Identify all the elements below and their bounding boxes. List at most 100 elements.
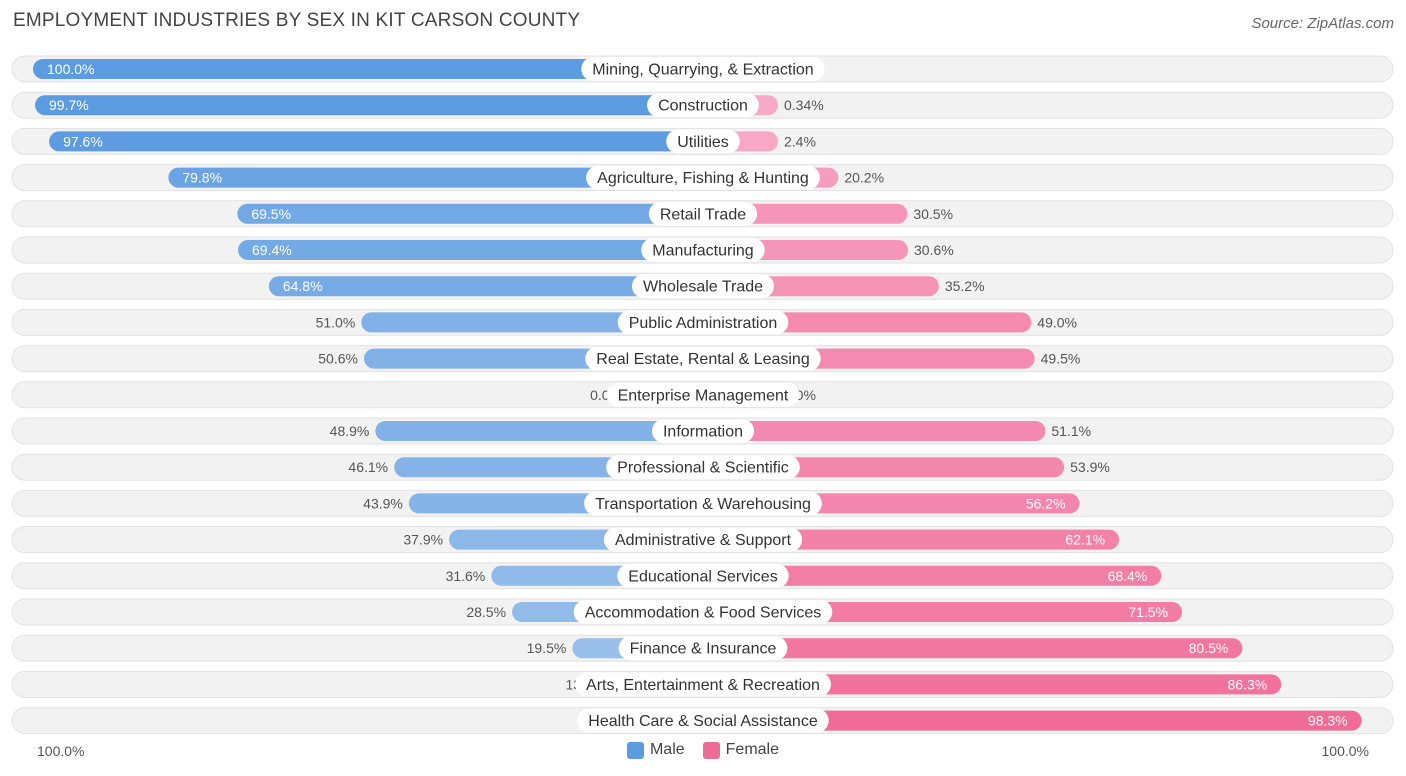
category-label-background bbox=[631, 274, 775, 299]
bar-row[interactable]: 69.5% 30.5% Retail Trade bbox=[11, 200, 1394, 228]
female-value-label: 2.4% bbox=[784, 133, 816, 149]
category-label: Enterprise Management bbox=[618, 387, 789, 404]
category-label: Transportation & Warehousing bbox=[595, 496, 811, 513]
category-label-background bbox=[585, 346, 821, 371]
female-bar bbox=[703, 710, 1362, 731]
female-value-label: 53.9% bbox=[1070, 459, 1110, 475]
category-label: Retail Trade bbox=[660, 206, 746, 223]
bar-row[interactable]: 31.6% 68.4% Educational Services bbox=[11, 562, 1394, 590]
male-bar bbox=[168, 167, 704, 188]
male-value-label: 69.4% bbox=[252, 242, 292, 258]
bar-row[interactable]: 50.6% 49.5% Real Estate, Rental & Leasing bbox=[11, 345, 1394, 373]
bar-row[interactable]: 28.5% 71.5% Accommodation & Food Services bbox=[11, 598, 1394, 626]
category-label-background bbox=[666, 129, 740, 154]
category-label-background bbox=[584, 491, 822, 516]
male-value-label: 48.9% bbox=[330, 423, 370, 439]
bar-row[interactable]: 13.7%86.3%Arts, Entertainment & Recreati… bbox=[11, 670, 1394, 698]
male-bar bbox=[35, 95, 703, 116]
category-label-background bbox=[586, 165, 820, 190]
legend-item-male[interactable]: Male bbox=[626, 741, 685, 759]
bar-row[interactable]: 51.0% 49.0% Public Administration bbox=[11, 308, 1394, 336]
category-label: Accommodation & Food Services bbox=[585, 605, 822, 622]
male-value-label: 100.0% bbox=[47, 61, 94, 77]
category-label-background bbox=[575, 672, 831, 697]
legend: Male Female bbox=[0, 741, 1406, 759]
category-label: Manufacturing bbox=[652, 243, 753, 260]
male-bar bbox=[361, 312, 703, 333]
female-bar bbox=[703, 674, 1282, 695]
category-label-background bbox=[581, 57, 825, 81]
bar-row[interactable]: 46.1% 53.9% Professional & Scientific bbox=[11, 453, 1394, 481]
category-label: Health Care & Social Assistance bbox=[588, 713, 818, 730]
female-value-label: 62.1% bbox=[1065, 532, 1105, 548]
category-label: Agriculture, Fishing & Hunting bbox=[597, 170, 809, 187]
category-label-background bbox=[573, 600, 833, 624]
male-value-label: 28.5% bbox=[466, 604, 506, 620]
female-value-label: 56.2% bbox=[1026, 495, 1066, 511]
female-bar bbox=[703, 529, 1120, 550]
axis-right-label: 100.0% bbox=[1321, 743, 1369, 759]
bar-row[interactable]: 79.8% 20.2% Agriculture, Fishing & Hunting bbox=[11, 164, 1394, 192]
category-label-background bbox=[647, 93, 759, 118]
legend-label-male: Male bbox=[649, 741, 685, 758]
legend-swatch-female bbox=[702, 741, 720, 759]
bar-row[interactable]: 64.8% 35.2% Wholesale Trade bbox=[11, 272, 1394, 300]
female-value-label: 51.1% bbox=[1051, 423, 1091, 439]
bar-row[interactable]: 100.0%0.0%Mining, Quarrying, & Extractio… bbox=[11, 55, 1394, 83]
bar-row[interactable]: 19.5% 80.5% Finance & Insurance bbox=[11, 634, 1394, 662]
category-label: Mining, Quarrying, & Extraction bbox=[592, 62, 813, 79]
category-label: Utilities bbox=[677, 134, 729, 151]
male-bar bbox=[33, 59, 703, 79]
legend-item-female[interactable]: Female bbox=[702, 741, 779, 759]
bar-row[interactable]: 1.7%98.3%Health Care & Social Assistance bbox=[11, 707, 1394, 735]
female-value-label: 20.2% bbox=[844, 170, 884, 186]
female-value-label: 35.2% bbox=[945, 278, 985, 294]
category-label: Administrative & Support bbox=[615, 532, 792, 549]
male-bar bbox=[49, 131, 703, 152]
female-value-label: 30.5% bbox=[913, 206, 953, 222]
female-value-label: 49.0% bbox=[1037, 314, 1077, 330]
axis-left-label: 100.0% bbox=[37, 743, 85, 759]
male-bar bbox=[238, 240, 703, 260]
category-label: Wholesale Trade bbox=[643, 279, 763, 296]
category-label-background bbox=[577, 708, 829, 733]
female-bar bbox=[703, 638, 1243, 659]
category-label: Educational Services bbox=[628, 568, 777, 585]
category-label: Construction bbox=[658, 98, 748, 115]
male-value-label: 99.7% bbox=[49, 97, 89, 113]
bar-row[interactable]: 43.9% 56.2% Transportation & Warehousing bbox=[11, 489, 1394, 517]
male-value-label: 79.8% bbox=[182, 170, 222, 186]
male-bar bbox=[375, 421, 703, 441]
male-value-label: 37.9% bbox=[403, 532, 443, 548]
bar-row[interactable]: 69.4% 30.6% Manufacturing bbox=[11, 236, 1394, 264]
male-value-label: 50.6% bbox=[318, 351, 358, 367]
male-value-label: 19.5% bbox=[527, 640, 567, 656]
male-value-label: 64.8% bbox=[283, 278, 323, 294]
category-label: Finance & Insurance bbox=[630, 641, 777, 658]
legend-swatch-male bbox=[626, 741, 644, 759]
category-label-background bbox=[603, 527, 803, 552]
male-value-label: 69.5% bbox=[251, 206, 291, 222]
category-label: Public Administration bbox=[629, 315, 778, 332]
chart-title: EMPLOYMENT INDUSTRIES BY SEX IN KIT CARS… bbox=[13, 10, 581, 31]
category-label-background bbox=[617, 563, 789, 588]
male-value-label: 46.1% bbox=[348, 459, 388, 475]
male-value-label: 43.9% bbox=[363, 495, 403, 511]
female-value-label: 68.4% bbox=[1108, 568, 1148, 584]
category-label-background bbox=[651, 419, 755, 443]
category-label: Real Estate, Rental & Leasing bbox=[596, 351, 809, 368]
male-value-label: 31.6% bbox=[446, 568, 486, 584]
bar-row[interactable]: 48.9% 51.1% Information bbox=[11, 417, 1394, 445]
category-label-background bbox=[618, 636, 788, 661]
bar-row[interactable]: 97.6% 2.4% Utilities bbox=[11, 127, 1394, 155]
male-value-label: 97.6% bbox=[63, 133, 103, 149]
female-bar bbox=[703, 565, 1162, 586]
bar-row[interactable]: 37.9% 62.1% Administrative & Support bbox=[11, 526, 1394, 554]
female-value-label: 80.5% bbox=[1189, 640, 1229, 656]
source-credit: Source: ZipAtlas.com bbox=[1251, 15, 1394, 32]
bar-row[interactable]: 0.0% 0.0%Enterprise Management bbox=[11, 381, 1394, 409]
category-label-background bbox=[617, 310, 789, 335]
bar-row[interactable]: 99.7% 0.34% Construction bbox=[11, 91, 1394, 119]
female-value-label: 86.3% bbox=[1228, 676, 1268, 692]
